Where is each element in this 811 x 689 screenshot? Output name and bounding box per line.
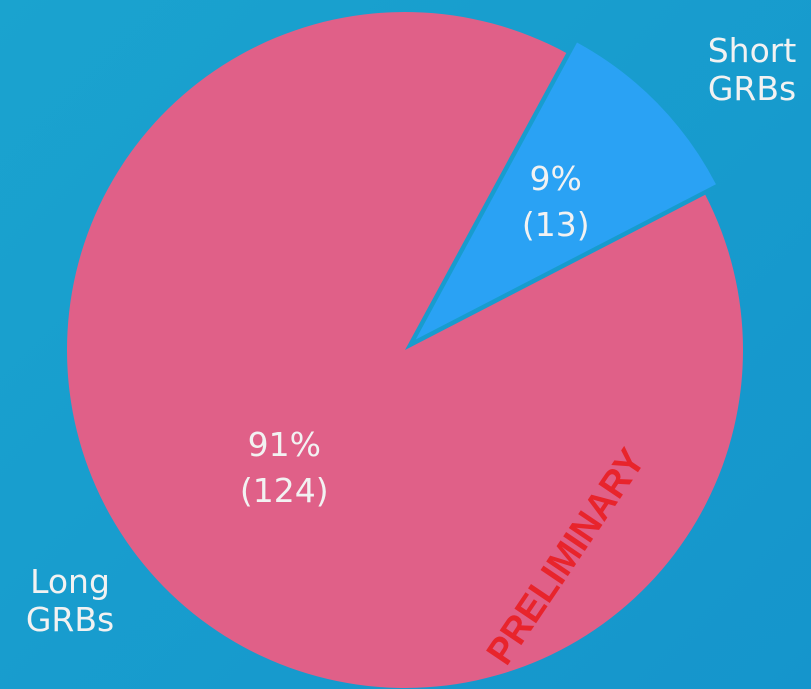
slice-count-label: (13)	[522, 205, 590, 244]
slice-count-label: (124)	[240, 471, 329, 510]
pie-slice	[415, 42, 716, 340]
slice-percent-label: 9%	[530, 159, 582, 198]
slice-percent-label: 91%	[248, 425, 321, 464]
pie-slice	[67, 11, 744, 688]
slice-name: Long GRBs	[25, 562, 115, 639]
slice-name: Short GRBs	[707, 31, 797, 108]
